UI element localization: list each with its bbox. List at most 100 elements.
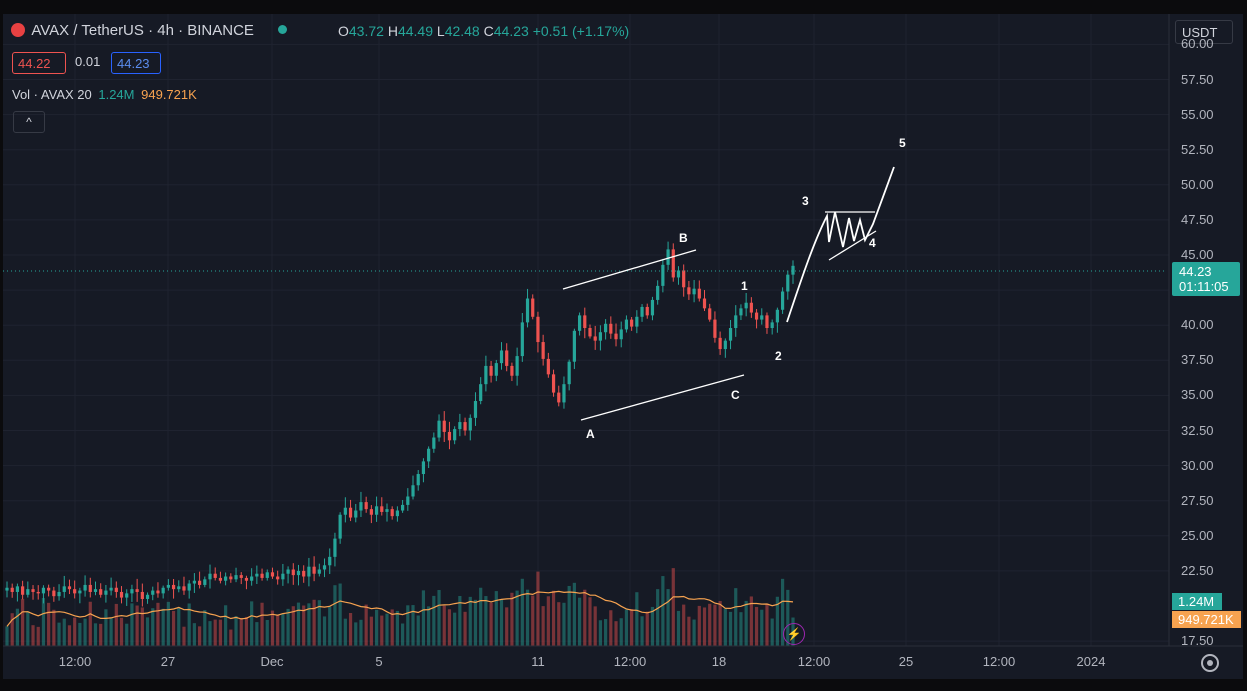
candle-body bbox=[593, 336, 597, 341]
candle-body bbox=[83, 584, 87, 591]
candle-body bbox=[47, 587, 51, 591]
candle-body bbox=[624, 319, 629, 330]
price-tick-label: 17.50 bbox=[1181, 633, 1214, 649]
candle-body bbox=[577, 315, 582, 331]
candle-body bbox=[489, 365, 493, 376]
time-tick-label: 27 bbox=[160, 654, 176, 669]
volume-bar bbox=[109, 617, 113, 646]
volume-bar bbox=[473, 599, 478, 646]
candle-body bbox=[609, 323, 613, 334]
price-tick-label: 32.50 bbox=[1181, 422, 1214, 438]
candle-body bbox=[109, 587, 113, 591]
sell-price-box[interactable]: 44.22 bbox=[12, 52, 66, 74]
channel-lower-line bbox=[580, 374, 745, 421]
candle-body bbox=[348, 507, 353, 518]
candle-body bbox=[244, 577, 249, 581]
volume-bar bbox=[145, 617, 150, 646]
volume-bar bbox=[640, 616, 644, 646]
volume-bar bbox=[5, 626, 9, 646]
price-tick-label: 50.00 bbox=[1181, 176, 1214, 192]
candle-body bbox=[156, 590, 160, 594]
candle-body bbox=[229, 576, 233, 580]
volume-bar bbox=[432, 595, 436, 646]
candle-body bbox=[192, 580, 196, 584]
candle-body bbox=[78, 590, 82, 594]
volume-bar bbox=[723, 608, 727, 646]
candle-body bbox=[536, 316, 540, 343]
volume-bar bbox=[328, 606, 332, 646]
buy-price-box[interactable]: 44.23 bbox=[111, 52, 161, 74]
volume-bar bbox=[114, 603, 118, 646]
candle-body bbox=[468, 417, 472, 431]
spread-value: 0.01 bbox=[75, 54, 101, 69]
volume-bar bbox=[671, 568, 675, 646]
time-tick-label: 12:00 bbox=[58, 654, 92, 669]
volume-bar bbox=[598, 620, 603, 646]
candle-body bbox=[317, 569, 321, 574]
candle-body bbox=[494, 363, 498, 376]
volume-bar bbox=[385, 613, 389, 646]
volume-bar bbox=[728, 611, 733, 646]
candle-body bbox=[41, 587, 46, 594]
candle-body bbox=[780, 291, 785, 310]
candle-body bbox=[114, 587, 118, 592]
volume-bar bbox=[395, 610, 399, 646]
candle-body bbox=[338, 514, 342, 539]
candle-body bbox=[650, 299, 655, 316]
lightning-button[interactable]: ⚡ bbox=[783, 623, 805, 645]
volume-bar bbox=[453, 612, 457, 646]
candle-body bbox=[656, 285, 660, 300]
candle-body bbox=[531, 298, 535, 317]
wave-label-3: 3 bbox=[802, 194, 809, 208]
candle-body bbox=[463, 422, 467, 431]
volume-legend: Vol · AVAX 20 1.24M 949.721K bbox=[12, 87, 197, 102]
time-tick-label: 5 bbox=[375, 654, 383, 669]
candle-body bbox=[119, 591, 124, 598]
volume-bar bbox=[296, 602, 301, 646]
candle-body bbox=[374, 506, 379, 515]
candle-body bbox=[453, 429, 457, 441]
price-tick-label: 22.50 bbox=[1181, 562, 1214, 578]
candle-body bbox=[791, 265, 795, 275]
volume-bar bbox=[197, 626, 202, 646]
volume-bar bbox=[36, 626, 40, 646]
volume-bar bbox=[401, 623, 405, 646]
symbol-text: AVAX / TetherUS · 4h · BINANCE bbox=[31, 22, 254, 39]
candle-body bbox=[598, 332, 603, 341]
volume-bar bbox=[588, 597, 592, 646]
candle-body bbox=[234, 575, 238, 580]
settings-button[interactable] bbox=[1201, 654, 1219, 672]
symbol-title[interactable]: AVAX / TetherUS · 4h · BINANCE bbox=[11, 22, 288, 39]
candle-body bbox=[328, 556, 332, 566]
candle-body bbox=[104, 590, 108, 595]
volume-bar bbox=[41, 598, 46, 646]
volume-bar bbox=[390, 609, 394, 646]
candle-body bbox=[161, 587, 165, 594]
candle-body bbox=[645, 306, 649, 316]
wave-label-2: 2 bbox=[775, 349, 782, 363]
volume-bar bbox=[354, 622, 358, 646]
candle-body bbox=[333, 538, 337, 557]
volume-bar bbox=[406, 605, 410, 646]
volume-bar bbox=[104, 609, 108, 646]
chart-canvas[interactable]: A B C 1 2 3 4 5 bbox=[3, 14, 1243, 679]
candle-body bbox=[187, 583, 191, 591]
candle-body bbox=[151, 590, 155, 595]
candle-body bbox=[499, 350, 504, 364]
price-tick-label: 30.00 bbox=[1181, 457, 1214, 473]
volume-bar bbox=[229, 629, 233, 646]
candle-body bbox=[562, 384, 566, 403]
volume-bar bbox=[499, 599, 504, 646]
volume-bar bbox=[187, 603, 191, 646]
volume-bar bbox=[302, 605, 306, 646]
collapse-button[interactable]: ^ bbox=[13, 111, 45, 133]
chart-frame[interactable]: A B C 1 2 3 4 5 AVAX / TetherUS · 4h · B… bbox=[3, 14, 1243, 679]
volume-bar bbox=[281, 613, 285, 646]
currency-selector[interactable]: USDT bbox=[1175, 20, 1233, 44]
candle-body bbox=[380, 506, 384, 512]
volume-bar bbox=[343, 618, 347, 646]
candle-body bbox=[702, 298, 707, 309]
candle-body bbox=[203, 579, 207, 585]
time-tick-label: 11 bbox=[531, 654, 545, 669]
volume-bar bbox=[713, 604, 717, 646]
